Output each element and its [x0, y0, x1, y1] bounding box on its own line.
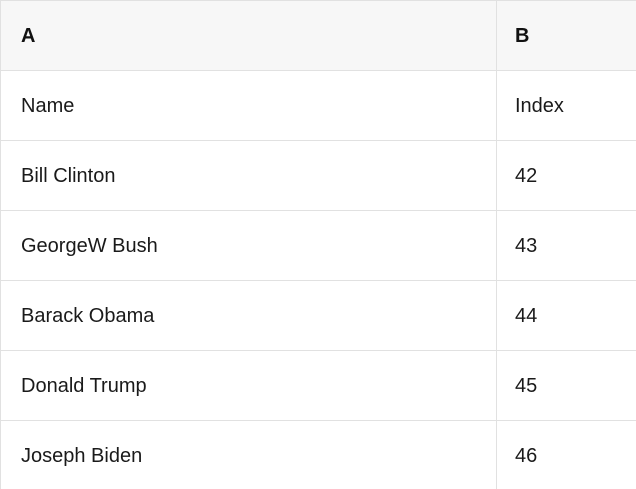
cell-a-donald-trump[interactable]: Donald Trump [1, 351, 497, 420]
table-row: Joseph Biden 46 [1, 421, 636, 489]
cell-b-42[interactable]: 42 [515, 164, 538, 187]
cell-b-index[interactable]: Index [515, 94, 564, 117]
cell-a-barack-obama[interactable]: Barack Obama [1, 281, 497, 350]
table-row: Barack Obama 44 [1, 281, 636, 351]
cell-a-joseph-biden[interactable]: Joseph Biden [1, 421, 497, 489]
cell-b-46[interactable]: 46 [515, 444, 538, 467]
cell-b-44[interactable]: 44 [515, 304, 538, 327]
table-row: Donald Trump 45 [1, 351, 636, 421]
column-header-b[interactable]: B [515, 24, 530, 47]
table-header-row: A B [1, 1, 636, 71]
cell-a-georgew-bush[interactable]: GeorgeW Bush [1, 211, 497, 280]
cell-b-43[interactable]: 43 [515, 234, 538, 257]
cell-a-name[interactable]: Name [1, 71, 497, 140]
table-row: Name Index [1, 71, 636, 141]
cell-b-45[interactable]: 45 [515, 374, 538, 397]
table-row: Bill Clinton 42 [1, 141, 636, 211]
cell-a-bill-clinton[interactable]: Bill Clinton [1, 141, 497, 210]
column-header-a[interactable]: A [1, 1, 497, 70]
table-row: GeorgeW Bush 43 [1, 211, 636, 281]
